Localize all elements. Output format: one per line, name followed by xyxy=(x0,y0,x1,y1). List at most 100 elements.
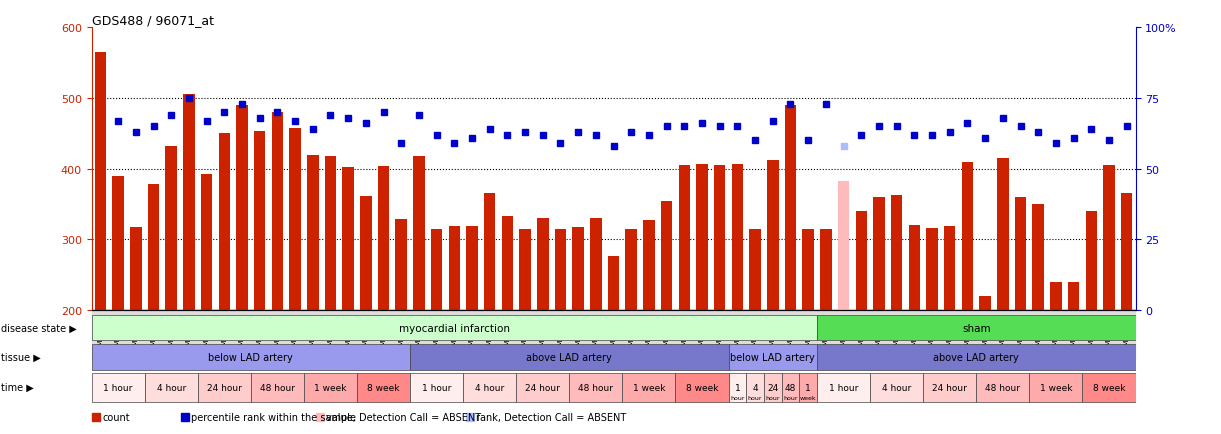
Bar xyxy=(856,211,867,310)
FancyBboxPatch shape xyxy=(410,373,463,402)
Bar xyxy=(1033,204,1044,310)
Bar xyxy=(608,256,619,310)
FancyBboxPatch shape xyxy=(923,373,977,402)
Bar xyxy=(271,113,283,310)
Bar xyxy=(891,195,902,310)
Bar xyxy=(731,165,744,310)
Bar xyxy=(1121,194,1132,310)
Bar xyxy=(573,227,584,310)
FancyBboxPatch shape xyxy=(198,373,250,402)
FancyBboxPatch shape xyxy=(410,344,729,370)
Bar xyxy=(821,229,832,310)
Text: sham: sham xyxy=(962,323,990,333)
Bar xyxy=(696,165,708,310)
FancyBboxPatch shape xyxy=(357,373,410,402)
Bar xyxy=(166,147,177,310)
Bar xyxy=(200,174,212,310)
FancyBboxPatch shape xyxy=(463,373,516,402)
Text: 24 hour: 24 hour xyxy=(206,383,242,392)
Bar xyxy=(908,226,921,310)
Text: GDS488 / 96071_at: GDS488 / 96071_at xyxy=(92,14,214,27)
Bar xyxy=(785,106,796,310)
Text: 24 hour: 24 hour xyxy=(933,383,967,392)
Text: 1 week: 1 week xyxy=(314,383,347,392)
Bar xyxy=(944,227,956,310)
Bar xyxy=(325,157,336,310)
Bar xyxy=(873,197,885,310)
Text: hour: hour xyxy=(766,395,780,400)
Bar xyxy=(112,176,123,310)
Text: hour: hour xyxy=(730,395,745,400)
Bar xyxy=(236,106,248,310)
Bar xyxy=(838,181,850,310)
FancyBboxPatch shape xyxy=(781,373,800,402)
Bar xyxy=(998,159,1009,310)
Text: 1 hour: 1 hour xyxy=(422,383,452,392)
Text: 4: 4 xyxy=(752,383,758,392)
Text: 8 week: 8 week xyxy=(368,383,399,392)
Bar xyxy=(537,219,548,310)
Text: 24: 24 xyxy=(767,383,779,392)
Bar xyxy=(413,157,425,310)
FancyBboxPatch shape xyxy=(746,373,764,402)
Bar xyxy=(289,129,300,310)
Bar xyxy=(448,227,460,310)
Text: value, Detection Call = ABSENT: value, Detection Call = ABSENT xyxy=(326,412,481,422)
Text: 1: 1 xyxy=(735,383,740,392)
Text: 1 week: 1 week xyxy=(632,383,665,392)
Text: rank, Detection Call = ABSENT: rank, Detection Call = ABSENT xyxy=(476,412,626,422)
FancyBboxPatch shape xyxy=(729,344,817,370)
Bar xyxy=(219,133,230,310)
Text: myocardial infarction: myocardial infarction xyxy=(399,323,510,333)
Text: count: count xyxy=(103,412,131,422)
FancyBboxPatch shape xyxy=(92,373,144,402)
FancyBboxPatch shape xyxy=(871,373,923,402)
Text: below LAD artery: below LAD artery xyxy=(730,352,816,362)
FancyBboxPatch shape xyxy=(1029,373,1083,402)
Bar xyxy=(1050,282,1061,310)
Bar xyxy=(183,95,194,310)
FancyBboxPatch shape xyxy=(817,344,1136,370)
Text: 8 week: 8 week xyxy=(686,383,718,392)
Bar xyxy=(306,155,319,310)
FancyBboxPatch shape xyxy=(250,373,304,402)
Bar xyxy=(148,185,159,310)
Bar xyxy=(254,132,265,310)
Text: percentile rank within the sample: percentile rank within the sample xyxy=(190,412,355,422)
FancyBboxPatch shape xyxy=(817,315,1136,341)
Bar xyxy=(1104,166,1115,310)
Bar xyxy=(767,161,779,310)
FancyBboxPatch shape xyxy=(569,373,623,402)
Text: hour: hour xyxy=(747,395,762,400)
Bar xyxy=(590,219,602,310)
Text: 1 hour: 1 hour xyxy=(829,383,858,392)
FancyBboxPatch shape xyxy=(764,373,781,402)
Bar xyxy=(679,166,690,310)
Bar xyxy=(377,166,389,310)
Bar xyxy=(466,227,477,310)
Text: 48: 48 xyxy=(785,383,796,392)
Text: disease state ▶: disease state ▶ xyxy=(1,323,77,333)
Bar xyxy=(502,217,513,310)
FancyBboxPatch shape xyxy=(729,373,746,402)
FancyBboxPatch shape xyxy=(92,344,410,370)
Text: 4 hour: 4 hour xyxy=(475,383,504,392)
Text: 48 hour: 48 hour xyxy=(985,383,1021,392)
Bar xyxy=(1015,197,1027,310)
Text: 1 hour: 1 hour xyxy=(104,383,133,392)
Text: time ▶: time ▶ xyxy=(1,382,34,392)
Text: above LAD artery: above LAD artery xyxy=(526,352,612,362)
Bar xyxy=(750,229,761,310)
FancyBboxPatch shape xyxy=(1083,373,1136,402)
Bar xyxy=(131,227,142,310)
Bar xyxy=(396,219,407,310)
Bar xyxy=(802,229,814,310)
Bar xyxy=(714,166,725,310)
Bar xyxy=(1068,282,1079,310)
Text: 4 hour: 4 hour xyxy=(882,383,911,392)
Text: week: week xyxy=(800,395,817,400)
Bar xyxy=(431,229,442,310)
Text: 24 hour: 24 hour xyxy=(525,383,560,392)
Text: tissue ▶: tissue ▶ xyxy=(1,352,42,362)
Bar xyxy=(625,229,637,310)
